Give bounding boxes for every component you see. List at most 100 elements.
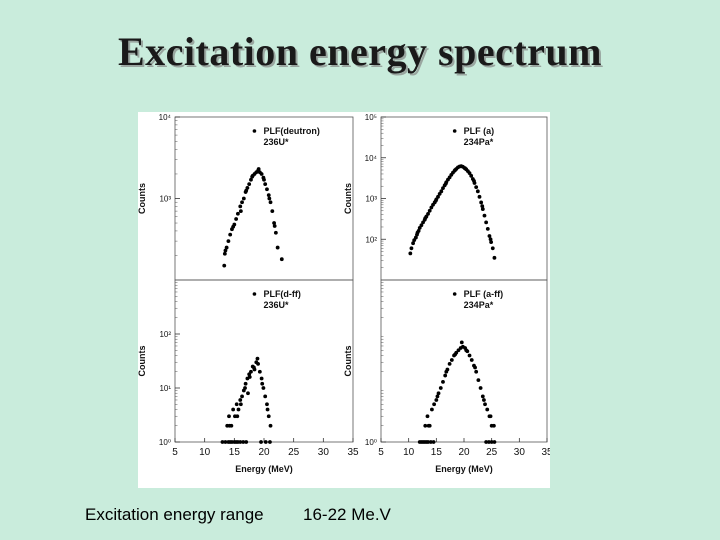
x-tick-label: 20 [458,447,470,458]
legend-sublabel: 236U* [263,137,289,147]
data-point [479,200,484,205]
data-point [429,205,434,210]
data-point [267,196,272,201]
data-point [469,173,474,178]
data-point [224,245,229,250]
data-point [426,440,430,444]
data-point [244,440,249,444]
y-tick-label: 10³ [159,195,171,204]
data-point [268,440,272,444]
data-point [430,407,434,412]
legend-label: PLF(deutron) [263,126,320,136]
data-point [477,194,482,199]
data-point [490,246,495,251]
data-point [249,177,253,182]
panel-bottom-left: 10⁰ 10¹ 10² 5 10 15 20 25 30 35 Counts Energy (MeV)… [138,279,359,474]
data-point [246,391,250,396]
x-tick-label: 25 [486,447,498,458]
data-point [432,402,437,407]
data-point [469,358,474,362]
legend-label: PLF (a) [464,126,495,136]
caption-label: Excitation energy range [85,505,264,524]
y-axis-label: Counts [138,346,147,377]
data-point [487,234,492,238]
data-point [439,189,444,194]
data-point [489,240,494,245]
data-point [428,440,433,444]
data-point [228,232,233,237]
x-tick-label: 5 [172,447,178,458]
data-point [238,402,243,407]
data-point [485,226,490,231]
data-point [268,423,273,428]
data-point [487,440,491,444]
data-point [482,213,487,218]
data-point [279,257,284,262]
data-point [413,235,418,240]
legend-marker [452,292,457,296]
data-point [247,375,252,379]
x-tick-label: 25 [288,447,300,458]
data-point [478,386,483,390]
data-point [236,407,241,412]
data-point [265,402,269,407]
data-point [266,193,271,198]
data-point [459,340,464,345]
data-point [263,182,268,187]
data-point [488,237,493,242]
data-point [231,407,236,412]
data-point [268,200,273,205]
data-point [436,194,440,199]
y-axis-label: Counts [343,346,353,377]
x-axis-label: Energy (MeV) [235,464,293,474]
data-point [483,402,487,407]
y-tick-label: 10³ [365,195,377,204]
data-point [235,414,240,419]
data-point [238,209,243,214]
data-point [431,440,436,444]
data-point [443,181,448,186]
y-tick-label: 10² [365,235,377,244]
y-tick-label: 10² [159,330,171,339]
data-point [275,245,280,250]
x-tick-label: 5 [378,447,384,458]
data-point [272,221,276,225]
data-point [231,224,236,229]
data-point [235,211,240,216]
panel-top-left: 10³ 10⁴ Counts PLF(deutron)236U* [138,113,354,281]
data-point [467,171,472,176]
x-tick-label: 30 [514,447,526,458]
y-tick-label: 10⁰ [365,438,377,447]
data-point [259,440,263,444]
data-point [438,386,443,390]
x-tick-label: 10 [403,447,415,458]
legend-marker [252,292,257,296]
data-point [408,251,413,256]
data-point [427,208,432,213]
legend-sublabel: 236U* [263,300,289,310]
data-point [265,187,269,192]
slide-title: Excitation energy spectrum [117,29,602,74]
caption-value: 16-22 Me.V [303,505,391,524]
data-point [241,196,246,201]
data-point [244,188,249,193]
spectrum-figure: 10³10⁴CountsPLF(deutron)236U*10²10³10⁴10… [138,112,550,488]
data-point [238,398,243,402]
y-tick-label: 10⁵ [365,113,377,122]
legend-label: PLF (a-ff) [464,289,504,299]
legend-sublabel: 234Pa* [464,300,494,310]
y-axis-label: Counts [138,183,147,214]
data-point [444,369,449,374]
data-point [426,211,430,216]
data-point [255,356,260,361]
data-point [247,182,252,187]
data-point [260,381,265,386]
data-point [252,365,256,370]
data-point [262,177,266,182]
data-point [250,174,255,179]
data-point [472,179,476,183]
data-point [441,186,445,190]
data-point [464,348,469,353]
data-point [256,167,261,171]
